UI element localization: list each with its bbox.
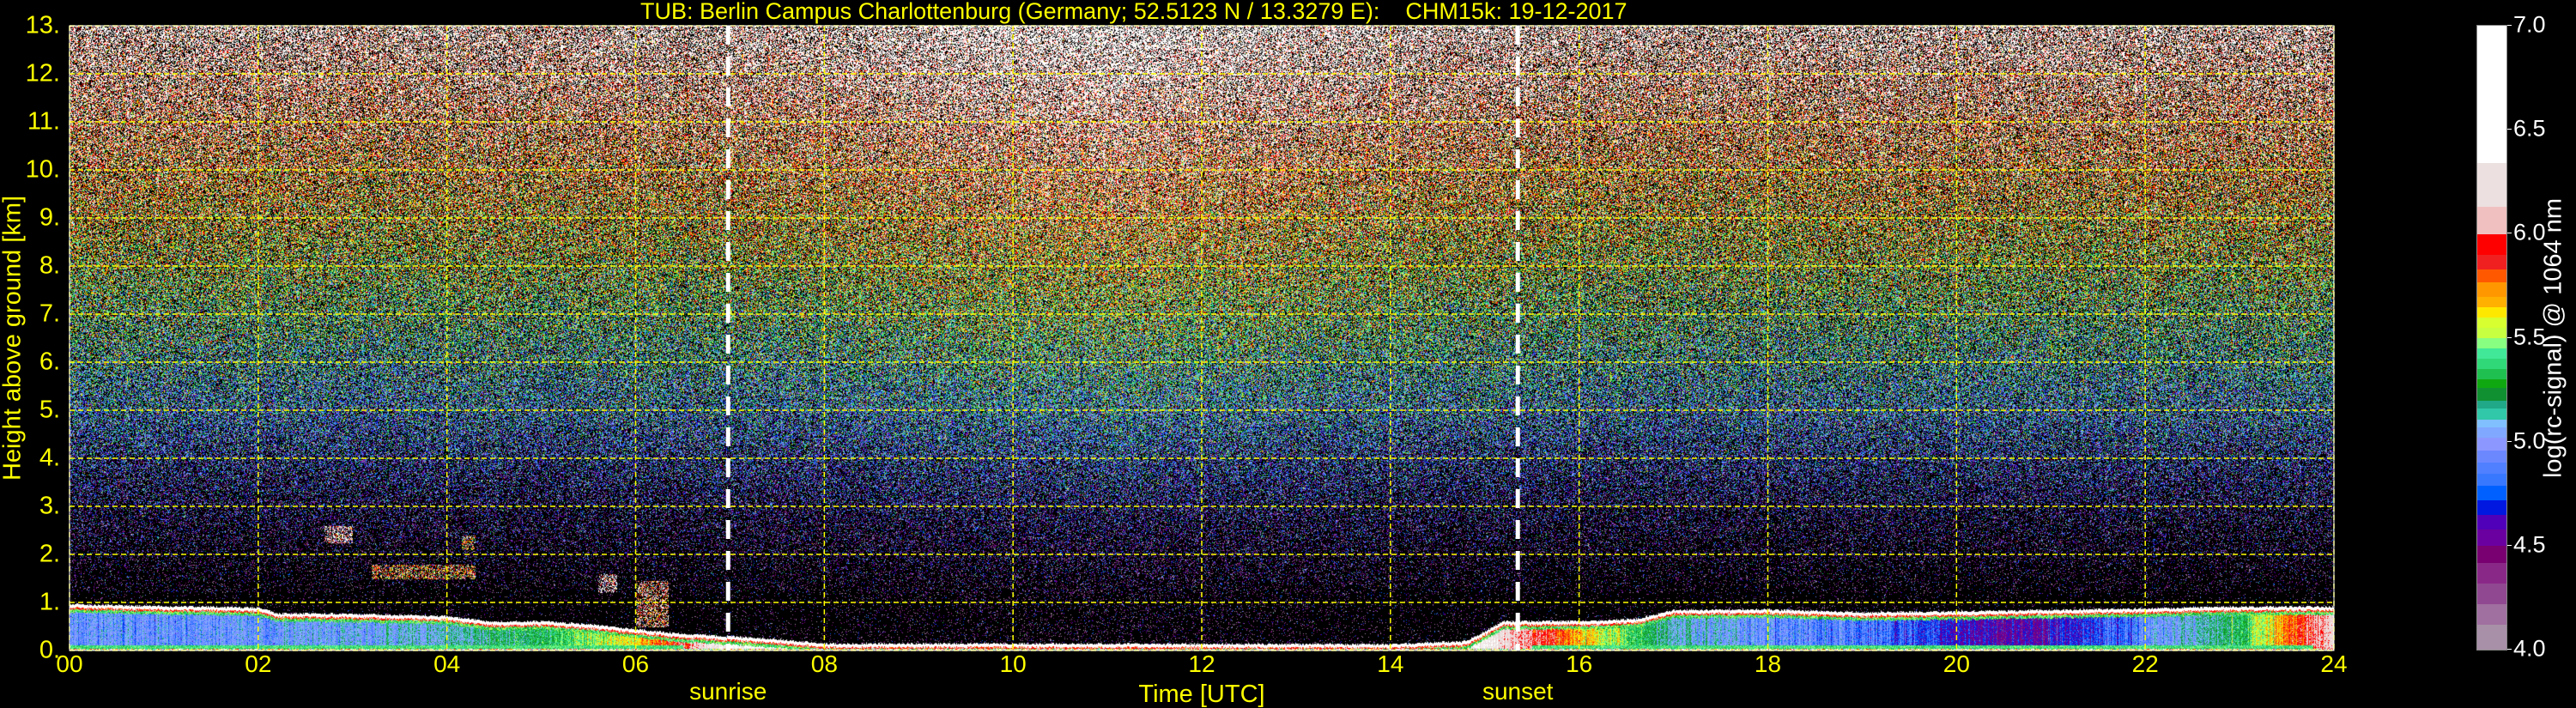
colorbar-segment (2477, 562, 2506, 584)
colorbar-segment (2477, 437, 2506, 451)
colorbar (2476, 25, 2507, 651)
y-tick-label: 11. (27, 107, 60, 136)
colorbar-segment (2477, 408, 2506, 420)
x-tick-label: 22 (2131, 651, 2159, 677)
chart-title: TUB: Berlin Campus Charlottenburg (Germa… (640, 0, 1627, 24)
y-tick-label: 1. (39, 588, 60, 616)
y-tick-label: 12. (25, 59, 60, 88)
colorbar-segment (2477, 450, 2506, 463)
colorbar-tick-label: 4.0 (2513, 635, 2546, 662)
y-tick-label: 5. (39, 396, 60, 424)
grid-overlay (69, 25, 2335, 651)
colorbar-segment (2477, 529, 2506, 547)
colorbar-tick-label: 6.0 (2513, 219, 2546, 245)
colorbar-tick-mark (2507, 336, 2512, 338)
colorbar-segment (2477, 26, 2506, 164)
x-tick-label: 02 (245, 651, 272, 677)
colorbar-tick-mark (2507, 544, 2512, 546)
sunrise-label: sunrise (689, 678, 767, 705)
colorbar-tick-mark (2507, 440, 2512, 442)
colorbar-label: log(rc-signal) @ 1064 nm (2539, 197, 2567, 479)
colorbar-segment (2477, 269, 2506, 282)
colorbar-segment (2477, 514, 2506, 529)
colorbar-segment (2477, 462, 2506, 474)
x-tick-label: 14 (1377, 651, 1404, 677)
y-tick-label: 3. (39, 492, 60, 520)
colorbar-segment (2477, 400, 2506, 409)
y-tick-label: 0. (39, 636, 60, 664)
colorbar-tick-label: 6.5 (2513, 115, 2546, 142)
colorbar-segment (2477, 473, 2506, 487)
colorbar-tick-mark (2507, 129, 2512, 130)
x-tick-label: 20 (1943, 651, 1970, 677)
plot-frame (69, 25, 2335, 651)
colorbar-segment (2477, 327, 2506, 338)
y-tick-label: 7. (39, 300, 60, 328)
colorbar-segment (2477, 378, 2506, 389)
y-tick-label: 6. (39, 348, 60, 376)
sunset-label: sunset (1482, 678, 1554, 705)
colorbar-segment (2477, 427, 2506, 439)
x-tick-label: 00 (56, 651, 83, 677)
x-tick-label: 08 (810, 651, 838, 677)
x-tick-label: 24 (2320, 651, 2348, 677)
colorbar-tick-mark (2507, 25, 2512, 26)
y-tick-label: 2. (39, 540, 60, 568)
colorbar-segment (2477, 306, 2506, 318)
colorbar-segment (2477, 296, 2506, 307)
colorbar-segment (2477, 317, 2506, 328)
colorbar-tick-label: 5.5 (2513, 324, 2546, 349)
colorbar-segment (2477, 368, 2506, 380)
y-tick-label: 9. (39, 203, 60, 232)
colorbar-segment (2477, 485, 2506, 500)
y-tick-label: 4. (39, 444, 60, 472)
x-tick-label: 16 (1566, 651, 1593, 677)
colorbar-segment (2477, 583, 2506, 605)
x-tick-label: 10 (999, 651, 1027, 677)
colorbar-tick-mark (2507, 649, 2512, 650)
plot-area (69, 25, 2335, 651)
colorbar-segment (2477, 499, 2506, 515)
y-tick-label: 8. (39, 251, 60, 280)
x-tick-label: 04 (433, 651, 461, 677)
colorbar-segment (2477, 358, 2506, 370)
colorbar-tick-label: 7.0 (2513, 11, 2546, 38)
colorbar-segment (2477, 624, 2506, 651)
x-tick-label: 18 (1754, 651, 1782, 677)
colorbar-tick-label: 5.0 (2513, 427, 2546, 454)
colorbar-segment (2477, 348, 2506, 360)
colorbar-segment (2477, 603, 2506, 626)
x-axis-label: Time [UTC] (1138, 681, 1265, 708)
colorbar-segment (2477, 233, 2506, 256)
y-tick-label: 10. (25, 155, 60, 184)
colorbar-segment (2477, 281, 2506, 297)
colorbar-segment (2477, 545, 2506, 563)
colorbar-segment (2477, 387, 2506, 401)
x-tick-label: 12 (1188, 651, 1215, 677)
y-tick-label: 13. (25, 11, 60, 39)
colorbar-segment (2477, 162, 2506, 208)
colorbar-segment (2477, 337, 2506, 349)
colorbar-tick-label: 4.5 (2513, 531, 2546, 558)
x-tick-label: 06 (621, 651, 650, 677)
colorbar-segment (2477, 206, 2506, 234)
colorbar-segment (2477, 419, 2506, 428)
y-axis-label: Height above ground [km] (0, 195, 27, 481)
colorbar-segment (2477, 254, 2506, 270)
